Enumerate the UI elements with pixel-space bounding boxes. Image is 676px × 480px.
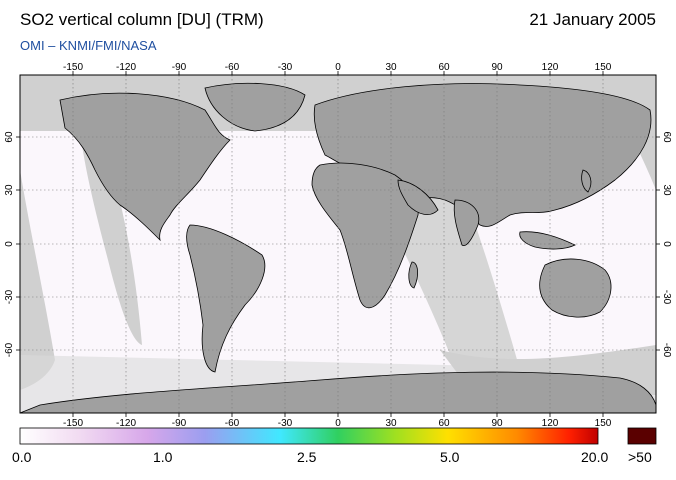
lon-label-bottom: 60 [438,418,450,429]
antarctica [19,371,657,414]
lon-label-top: 90 [491,62,503,73]
australia [539,258,612,318]
graticule [20,75,656,413]
lon-label-bottom: -150 [63,418,83,429]
lon-label-top: 120 [542,62,559,73]
lat-label-left: -30 [4,289,15,304]
lat-label-right: 0 [661,241,672,247]
lon-label-top: 0 [335,62,341,73]
north-america [59,92,231,242]
colorbar-label: 5.0 [440,449,460,465]
lon-label-top: -150 [63,62,83,73]
map-date: 21 January 2005 [529,10,656,29]
lon-label-bottom: -30 [278,418,293,429]
colorbar-label: 20.0 [581,449,609,465]
lat-label-left: 60 [4,131,15,143]
south-america [186,224,266,373]
lon-label-top: -30 [278,62,293,73]
maritime-asia [519,231,576,250]
lon-label-top: -120 [116,62,136,73]
lat-label-right: 60 [661,131,672,143]
lat-label-right: 30 [661,184,672,196]
lon-label-top: -60 [225,62,240,73]
madagascar [408,261,418,289]
lon-label-bottom: 90 [491,418,503,429]
greenland [204,82,306,132]
japan [581,169,592,193]
lon-label-top: 30 [385,62,397,73]
lon-label-bottom: 120 [542,418,559,429]
lat-label-right: -60 [661,343,672,358]
lon-label-top: 150 [595,62,612,73]
lon-label-bottom: 0 [335,418,341,429]
africa [311,162,419,309]
map-title: SO2 vertical column [DU] (TRM) [20,10,264,29]
lat-label-left: 30 [4,184,15,196]
colorbar-overflow-swatch [627,427,657,445]
lon-label-bottom: -120 [116,418,136,429]
colorbar-label: 1.0 [153,449,173,465]
india [453,199,480,247]
colorbar-gradient [19,427,599,445]
lon-label-bottom: 150 [595,418,612,429]
lat-label-right: -30 [661,290,672,305]
colorbar-label: 2.5 [297,449,317,465]
lon-label-bottom: 30 [385,418,397,429]
lon-label-bottom: -60 [225,418,240,429]
colorbar-label: >50 [628,449,652,465]
land-masses [19,82,657,414]
lon-label-top: 60 [438,62,450,73]
lon-label-top: -90 [172,62,187,73]
tick-marks [16,71,660,417]
lon-label-bottom: -90 [172,418,187,429]
credit-line: OMI – KNMI/FMI/NASA [20,38,157,53]
lat-label-left: 0 [4,241,15,247]
colorbar-label: 0.0 [12,449,32,465]
lat-label-left: -60 [4,342,15,357]
